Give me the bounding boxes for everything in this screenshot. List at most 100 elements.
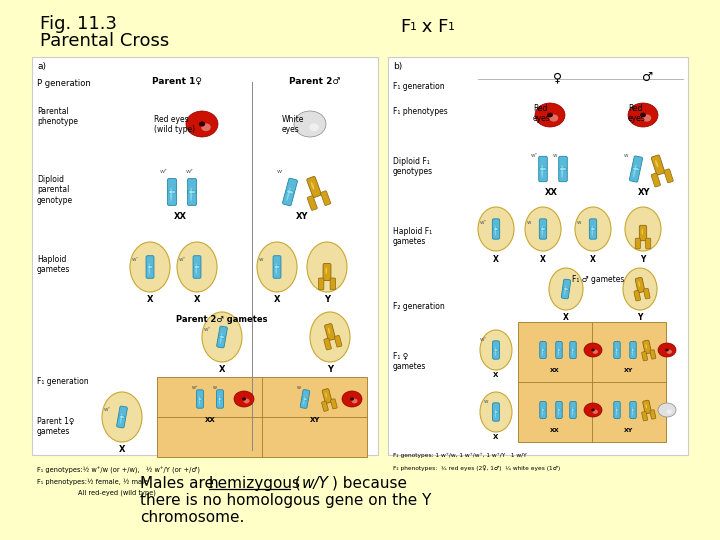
Text: ♂: ♂ bbox=[642, 71, 654, 84]
Ellipse shape bbox=[615, 409, 619, 411]
Ellipse shape bbox=[287, 187, 291, 201]
FancyBboxPatch shape bbox=[646, 238, 651, 249]
FancyBboxPatch shape bbox=[146, 256, 154, 278]
FancyBboxPatch shape bbox=[570, 341, 576, 359]
Ellipse shape bbox=[148, 263, 150, 275]
Ellipse shape bbox=[563, 288, 569, 291]
Ellipse shape bbox=[667, 410, 672, 414]
Ellipse shape bbox=[194, 266, 200, 268]
Text: Y: Y bbox=[327, 365, 333, 374]
Text: ) because: ) because bbox=[332, 476, 407, 491]
Text: XY: XY bbox=[624, 428, 634, 433]
Ellipse shape bbox=[616, 347, 617, 356]
Text: X: X bbox=[590, 255, 596, 264]
Text: White
eyes: White eyes bbox=[282, 115, 305, 134]
Text: Males are: Males are bbox=[140, 476, 219, 491]
Ellipse shape bbox=[217, 398, 222, 400]
Text: w: w bbox=[213, 385, 217, 390]
FancyBboxPatch shape bbox=[652, 155, 665, 175]
FancyBboxPatch shape bbox=[307, 195, 318, 211]
FancyBboxPatch shape bbox=[217, 326, 228, 348]
Ellipse shape bbox=[572, 347, 573, 356]
Ellipse shape bbox=[195, 263, 197, 275]
Ellipse shape bbox=[571, 349, 575, 351]
Text: there is no homologous gene on the Y: there is no homologous gene on the Y bbox=[140, 493, 431, 508]
Ellipse shape bbox=[655, 160, 658, 167]
Ellipse shape bbox=[102, 392, 142, 442]
FancyBboxPatch shape bbox=[217, 390, 223, 408]
Ellipse shape bbox=[541, 226, 543, 236]
Ellipse shape bbox=[220, 333, 222, 344]
Ellipse shape bbox=[561, 165, 563, 178]
Ellipse shape bbox=[658, 403, 676, 417]
FancyBboxPatch shape bbox=[556, 402, 562, 418]
Ellipse shape bbox=[542, 347, 543, 356]
Text: w⁻: w⁻ bbox=[132, 257, 140, 262]
Ellipse shape bbox=[276, 263, 277, 275]
Ellipse shape bbox=[632, 347, 633, 356]
Text: All red-eyed (wild type): All red-eyed (wild type) bbox=[78, 489, 156, 496]
Ellipse shape bbox=[575, 207, 611, 251]
Ellipse shape bbox=[310, 312, 350, 362]
Ellipse shape bbox=[665, 349, 669, 352]
Text: Parent 2♂: Parent 2♂ bbox=[289, 77, 341, 86]
Text: w: w bbox=[624, 153, 629, 158]
Ellipse shape bbox=[243, 399, 250, 403]
Text: X: X bbox=[563, 313, 569, 322]
FancyBboxPatch shape bbox=[643, 340, 652, 354]
Text: w⁺: w⁺ bbox=[480, 220, 487, 225]
FancyBboxPatch shape bbox=[307, 177, 321, 198]
FancyBboxPatch shape bbox=[492, 341, 500, 359]
Text: X: X bbox=[274, 295, 280, 304]
Text: Haploid
gametes: Haploid gametes bbox=[37, 255, 71, 274]
Text: XX: XX bbox=[550, 368, 560, 373]
Ellipse shape bbox=[478, 207, 514, 251]
Text: w⁺: w⁺ bbox=[179, 257, 186, 262]
Text: Red eyes
(wild type): Red eyes (wild type) bbox=[154, 115, 195, 134]
Ellipse shape bbox=[535, 103, 565, 127]
FancyBboxPatch shape bbox=[117, 406, 127, 428]
Ellipse shape bbox=[480, 330, 512, 370]
Ellipse shape bbox=[584, 403, 602, 417]
Text: Parent 1♀
gametes: Parent 1♀ gametes bbox=[37, 417, 74, 436]
Ellipse shape bbox=[541, 165, 543, 178]
Text: XY: XY bbox=[310, 417, 320, 423]
Ellipse shape bbox=[495, 409, 496, 418]
Ellipse shape bbox=[234, 391, 254, 407]
Text: w⁺: w⁺ bbox=[192, 385, 199, 390]
FancyBboxPatch shape bbox=[540, 341, 546, 359]
Ellipse shape bbox=[616, 407, 617, 416]
Text: X: X bbox=[493, 255, 499, 264]
Text: w: w bbox=[553, 153, 557, 158]
Text: b): b) bbox=[393, 62, 402, 71]
Ellipse shape bbox=[540, 228, 546, 230]
Ellipse shape bbox=[219, 396, 220, 405]
Ellipse shape bbox=[197, 398, 202, 400]
Ellipse shape bbox=[168, 190, 176, 194]
Text: w/Y: w/Y bbox=[302, 476, 329, 491]
Ellipse shape bbox=[558, 407, 559, 416]
Text: w⁺: w⁺ bbox=[204, 327, 212, 332]
Text: F₂ phenotypes:  ¾ red eyes (2♀, 1♂)  ¼ white eyes (1♂): F₂ phenotypes: ¾ red eyes (2♀, 1♂) ¼ whi… bbox=[393, 465, 560, 471]
FancyBboxPatch shape bbox=[630, 341, 636, 359]
Ellipse shape bbox=[625, 207, 661, 251]
Ellipse shape bbox=[493, 228, 499, 230]
Text: F₁ generation: F₁ generation bbox=[37, 377, 89, 386]
Bar bbox=[518, 322, 666, 442]
Ellipse shape bbox=[120, 413, 122, 424]
Ellipse shape bbox=[640, 113, 646, 117]
Text: XX: XX bbox=[544, 188, 557, 197]
Ellipse shape bbox=[591, 349, 595, 352]
FancyBboxPatch shape bbox=[324, 338, 331, 350]
Bar bbox=[157, 377, 367, 457]
Ellipse shape bbox=[199, 122, 205, 126]
Ellipse shape bbox=[542, 407, 543, 416]
Ellipse shape bbox=[525, 207, 561, 251]
Ellipse shape bbox=[558, 347, 559, 356]
Ellipse shape bbox=[119, 416, 125, 418]
Ellipse shape bbox=[495, 226, 496, 236]
FancyBboxPatch shape bbox=[559, 156, 567, 181]
Ellipse shape bbox=[658, 343, 676, 357]
Ellipse shape bbox=[541, 409, 545, 411]
Text: x F: x F bbox=[416, 18, 449, 36]
